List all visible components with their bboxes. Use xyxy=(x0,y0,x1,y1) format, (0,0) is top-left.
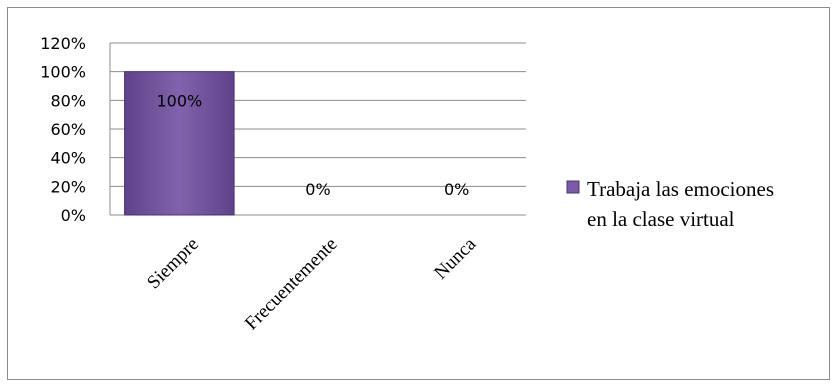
y-tick-label: 100% xyxy=(40,63,86,82)
bar xyxy=(124,71,235,216)
legend-label: Trabaja las emociones xyxy=(587,177,774,201)
y-tick-label: 120% xyxy=(40,34,86,53)
legend-marker xyxy=(566,180,580,194)
legend-label: en la clase virtual xyxy=(587,207,735,231)
data-label: 100% xyxy=(156,92,202,111)
y-tick-label: 80% xyxy=(50,91,86,110)
y-tick-label: 20% xyxy=(50,177,86,196)
data-label: 0% xyxy=(305,180,330,199)
y-tick-label: 40% xyxy=(50,149,86,168)
legend: Trabaja las emociones en la clase virtual xyxy=(566,177,774,231)
bars xyxy=(124,71,235,216)
y-tick-label: 60% xyxy=(50,120,86,139)
y-tick-label: 0% xyxy=(61,206,86,225)
data-label: 0% xyxy=(444,180,469,199)
